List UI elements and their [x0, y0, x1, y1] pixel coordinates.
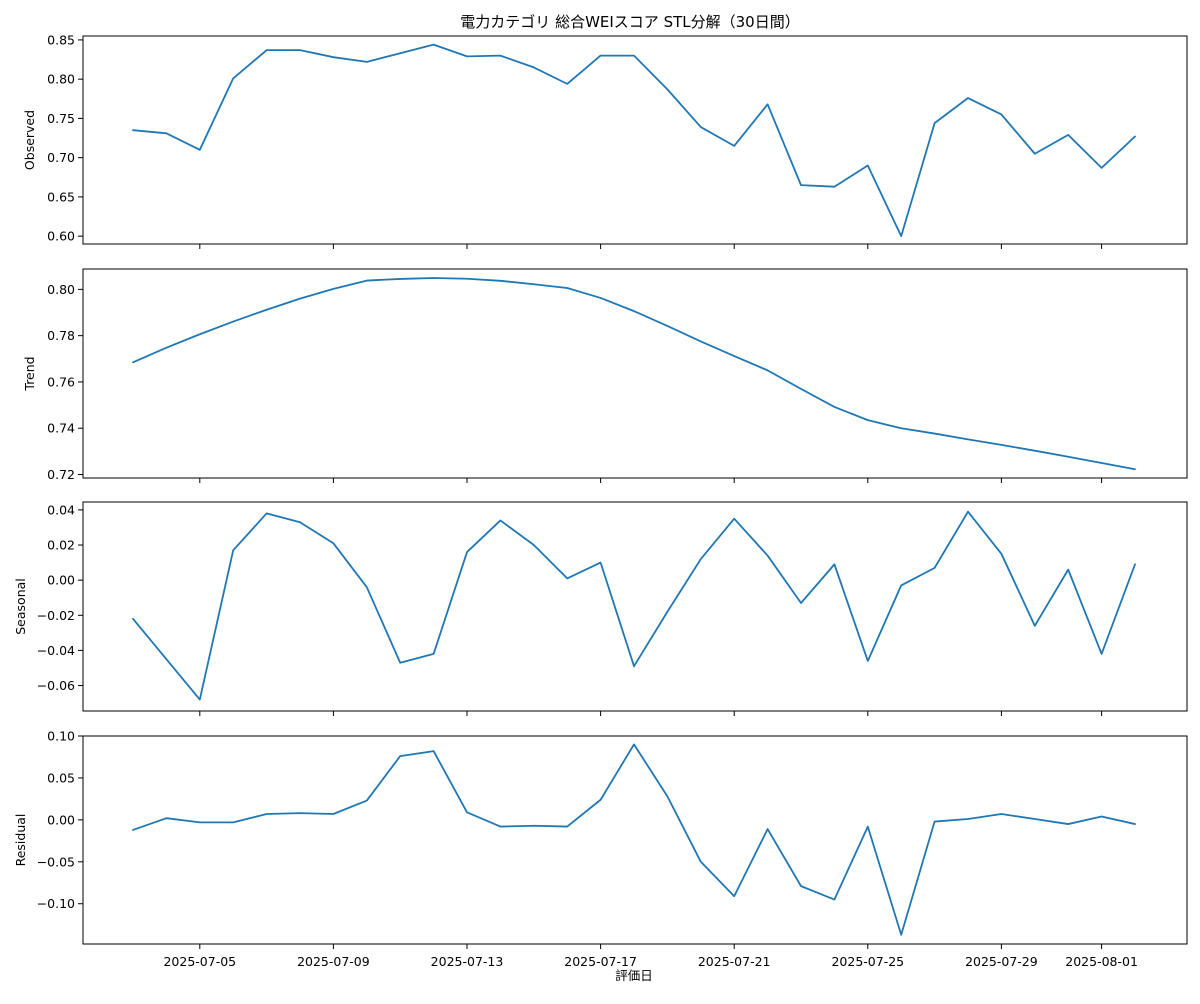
observed-y-tick-label: 0.65	[47, 189, 75, 204]
observed-axes-frame	[82, 35, 1188, 245]
trend-series-line	[132, 277, 1136, 471]
x-tick-label: 2025-07-21	[698, 954, 771, 969]
residual-y-tick-label: −0.05	[37, 854, 75, 869]
trend-y-tick-label: 0.74	[47, 421, 75, 436]
seasonal-series-line	[132, 510, 1136, 701]
trend-y-tick-label: 0.80	[47, 282, 75, 297]
residual-y-tick-label: 0.00	[47, 812, 75, 827]
residual-y-axis-label: Residual	[13, 814, 28, 867]
panels: 0.60 0.65 0.70 0.75 0.80 0.85 Observed 0.72 0.74…	[13, 32, 1188, 969]
trend-y-axis-label: Trend	[22, 356, 37, 391]
x-tick-label: 2025-07-09	[297, 954, 370, 969]
panel-trend: 0.72 0.74 0.76 0.78 0.80 Trend	[22, 268, 1188, 483]
x-tick-label: 2025-07-25	[831, 954, 904, 969]
observed-y-axis-label: Observed	[22, 110, 37, 170]
x-axis-label: 評価日	[615, 968, 653, 983]
residual-y-tick-label: −0.10	[37, 896, 75, 911]
observed-y-tick-label: 0.60	[47, 229, 75, 244]
observed-y-tick-label: 0.85	[47, 32, 75, 47]
panel-seasonal: −0.06 −0.04 −0.02 0.00 0.02 0.04 Seasonal	[13, 501, 1188, 716]
panel-residual: −0.10 −0.05 0.00 0.05 0.10 2025-07-05 2025-07-…	[13, 729, 1188, 969]
seasonal-y-tick-label: −0.02	[37, 608, 75, 623]
x-tick-label: 2025-08-01	[1065, 954, 1138, 969]
trend-y-tick-label: 0.78	[47, 328, 75, 343]
residual-y-tick-label: 0.10	[47, 729, 75, 744]
seasonal-y-tick-label: 0.00	[47, 573, 75, 588]
trend-y-tick-label: 0.76	[47, 374, 75, 389]
trend-axes-frame	[82, 268, 1188, 479]
trend-y-tick-label: 0.72	[47, 467, 75, 482]
observed-y-tick-label: 0.80	[47, 72, 75, 87]
observed-y-tick-label: 0.75	[47, 111, 75, 126]
residual-y-tick-label: 0.05	[47, 770, 75, 785]
x-tick-label: 2025-07-05	[163, 954, 236, 969]
x-tick-label: 2025-07-17	[564, 954, 637, 969]
seasonal-y-tick-label: 0.04	[47, 502, 75, 517]
x-tick-label: 2025-07-29	[965, 954, 1038, 969]
seasonal-y-tick-label: 0.02	[47, 538, 75, 553]
seasonal-y-axis-label: Seasonal	[13, 578, 28, 635]
observed-series-line	[132, 43, 1136, 238]
x-tick-label: 2025-07-13	[431, 954, 504, 969]
observed-y-tick-label: 0.70	[47, 150, 75, 165]
residual-series-line	[132, 743, 1136, 936]
seasonal-y-tick-label: −0.04	[37, 643, 75, 658]
residual-axes-frame	[82, 735, 1188, 945]
seasonal-axes-frame	[82, 501, 1188, 712]
panel-observed: 0.60 0.65 0.70 0.75 0.80 0.85 Observed	[22, 32, 1188, 249]
chart-title: 電力カテゴリ 総合WEIスコア STL分解（30日間）	[460, 13, 799, 31]
seasonal-y-tick-label: −0.06	[37, 678, 75, 693]
